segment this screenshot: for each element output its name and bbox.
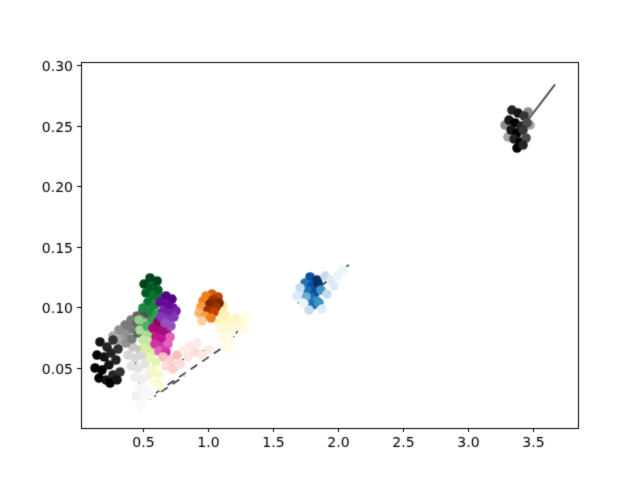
scatter-plot-canvas — [0, 0, 640, 480]
scatter-figure — [0, 0, 640, 480]
